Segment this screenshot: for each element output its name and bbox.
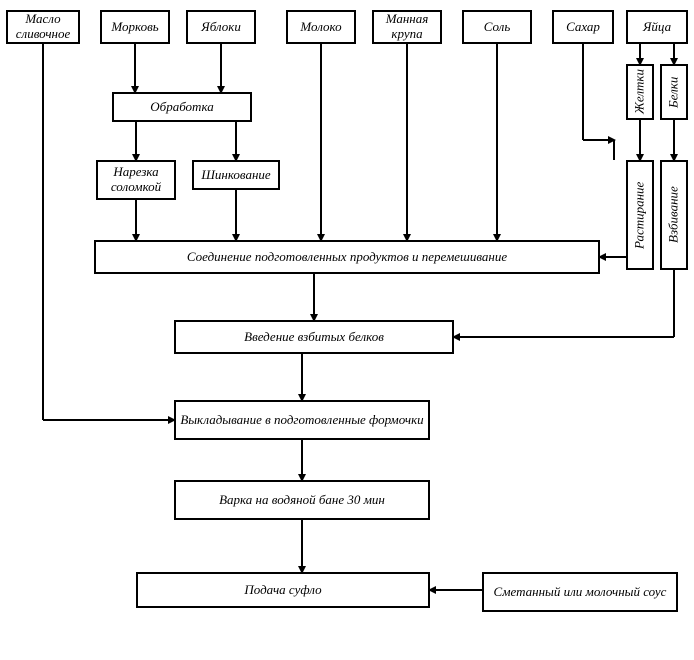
node-label-belki: Белки (667, 76, 682, 107)
node-rastiranie: Растирание (626, 160, 654, 270)
node-narezka: Нарезка соломкой (96, 160, 176, 200)
node-belki: Белки (660, 64, 688, 120)
node-label-soedinenie: Соединение подготовленных продуктов и пе… (187, 250, 507, 265)
node-yaitsa: Яйца (626, 10, 688, 44)
node-varka: Варка на водяной бане 30 мин (174, 480, 430, 520)
node-label-sous: Сметанный или молочный соус (494, 585, 667, 600)
node-label-sol: Соль (484, 20, 511, 35)
node-label-narezka: Нарезка соломкой (102, 165, 170, 195)
node-obrabotka: Обработка (112, 92, 252, 122)
node-label-yabloki: Яблоки (201, 20, 241, 35)
node-label-vzbivanie: Взбивание (667, 187, 682, 244)
node-label-vykladyvanie: Выкладывание в подготовленные формочки (180, 413, 423, 428)
node-shinkovanie: Шинкование (192, 160, 280, 190)
node-label-shinkovanie: Шинкование (201, 168, 270, 183)
node-zheltki: Желтки (626, 64, 654, 120)
node-label-maslo: Масло сливочное (12, 12, 74, 42)
node-label-obrabotka: Обработка (150, 100, 213, 115)
node-label-vvedenie: Введение взбитых белков (244, 330, 384, 345)
node-moloko: Молоко (286, 10, 356, 44)
node-label-podacha: Подача суфло (244, 583, 321, 598)
node-mannaya: Манная крупа (372, 10, 442, 44)
node-label-rastiranie: Растирание (633, 181, 648, 248)
node-sol: Соль (462, 10, 532, 44)
node-vvedenie: Введение взбитых белков (174, 320, 454, 354)
node-podacha: Подача суфло (136, 572, 430, 608)
node-label-varka: Варка на водяной бане 30 мин (219, 493, 385, 508)
node-label-moloko: Молоко (300, 20, 341, 35)
node-vzbivanie: Взбивание (660, 160, 688, 270)
flowchart-canvas: Масло сливочное Морковь Яблоки Молоко Манная… (0, 0, 694, 660)
node-vykladyvanie: Выкладывание в подготовленные формочки (174, 400, 430, 440)
node-sahar: Сахар (552, 10, 614, 44)
node-soedinenie: Соединение подготовленных продуктов и пе… (94, 240, 600, 274)
node-label-zheltki: Желтки (633, 70, 648, 115)
node-label-mannaya: Манная крупа (378, 12, 436, 42)
node-label-morkov: Морковь (111, 20, 158, 35)
node-label-yaitsa: Яйца (643, 20, 671, 35)
node-sous: Сметанный или молочный соус (482, 572, 678, 612)
node-yabloki: Яблоки (186, 10, 256, 44)
node-maslo: Масло сливочное (6, 10, 80, 44)
node-label-sahar: Сахар (566, 20, 600, 35)
node-morkov: Морковь (100, 10, 170, 44)
